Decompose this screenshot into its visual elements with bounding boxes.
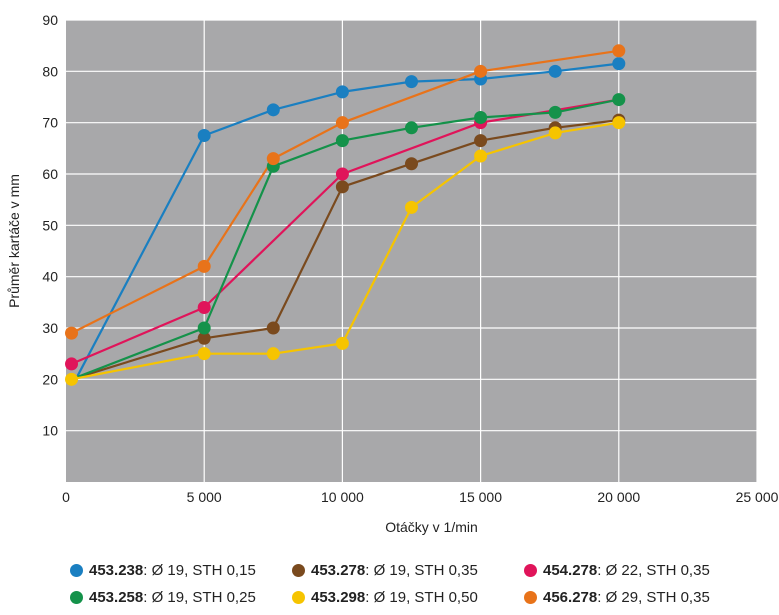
- y-tick-label: 40: [42, 269, 58, 285]
- y-tick-label: 50: [42, 217, 58, 233]
- data-point: [548, 64, 562, 78]
- series-line: [71, 98, 620, 381]
- data-point: [266, 152, 280, 166]
- data-point: [65, 326, 79, 340]
- data-point: [405, 75, 418, 89]
- data-point: [548, 126, 562, 140]
- y-tick-label: 80: [42, 63, 58, 79]
- data-point: [266, 103, 280, 117]
- data-point: [474, 149, 488, 163]
- data-point: [335, 336, 349, 350]
- data-point: [197, 129, 211, 142]
- data-point: [405, 121, 418, 135]
- legend-marker: [292, 564, 305, 577]
- legend-item: 453.278: Ø 19, STH 0,35: [292, 562, 524, 579]
- y-tick-label: 90: [42, 12, 58, 28]
- legend-desc: : Ø 22, STH 0,35: [597, 562, 710, 579]
- data-point: [405, 200, 418, 214]
- data-point: [65, 357, 79, 371]
- legend-code: 453.298: [311, 589, 366, 606]
- data-point: [197, 347, 211, 361]
- legend-desc: : Ø 19, STH 0,35: [365, 562, 478, 579]
- data-point: [612, 44, 626, 58]
- legend-marker: [292, 591, 305, 604]
- series-line: [71, 121, 619, 381]
- data-point: [474, 64, 488, 78]
- legend-desc: : Ø 19, STH 0,50: [365, 589, 478, 606]
- data-point: [197, 259, 211, 273]
- legend: 453.238: Ø 19, STH 0,15 453.278: Ø 19, ST…: [70, 562, 770, 606]
- data-point: [335, 180, 349, 194]
- legend-item: 453.298: Ø 19, STH 0,50: [292, 589, 524, 606]
- plot-area: [66, 20, 757, 482]
- legend-desc: : Ø 19, STH 0,25: [143, 589, 256, 606]
- legend-code: 453.278: [311, 562, 366, 579]
- x-tick-label: 5 000: [187, 489, 222, 505]
- y-axis-ticks: 10 20 30 40 50 60 70 80 90: [42, 12, 58, 439]
- data-point: [612, 57, 626, 71]
- legend-item: 454.278: Ø 22, STH 0,35: [524, 562, 770, 579]
- data-point: [335, 116, 349, 130]
- x-tick-label: 20 000: [597, 489, 640, 505]
- data-point: [266, 347, 280, 361]
- y-tick-label: 60: [42, 166, 58, 182]
- y-axis-title: Průměr kartáče v mm: [6, 174, 22, 308]
- legend-marker: [70, 564, 83, 577]
- legend-marker: [70, 591, 83, 604]
- x-tick-label: 15 000: [459, 489, 502, 505]
- data-point: [335, 134, 349, 148]
- data-point: [197, 321, 211, 335]
- series-line: [71, 119, 619, 381]
- x-tick-label: 0: [62, 489, 70, 505]
- legend-marker: [524, 591, 537, 604]
- data-point: [612, 93, 626, 107]
- series-markers: [65, 44, 626, 386]
- legend-item: 453.258: Ø 19, STH 0,25: [70, 589, 292, 606]
- data-point: [335, 85, 349, 99]
- series-line: [76, 62, 619, 378]
- y-tick-label: 30: [42, 320, 58, 336]
- data-point: [548, 105, 562, 119]
- x-tick-label: 25 000: [736, 489, 779, 505]
- legend-code: 454.278: [543, 562, 598, 579]
- x-axis-title: Otáčky v 1/min: [385, 519, 478, 535]
- legend-item: 456.278: Ø 29, STH 0,35: [524, 589, 770, 606]
- legend-desc: : Ø 29, STH 0,35: [597, 589, 710, 606]
- legend-code: 453.238: [89, 562, 144, 579]
- data-point: [266, 321, 280, 335]
- data-point: [65, 372, 79, 386]
- legend-item: 453.238: Ø 19, STH 0,15: [70, 562, 292, 579]
- data-point: [474, 111, 488, 125]
- y-tick-label: 10: [42, 423, 58, 439]
- legend-code: 453.258: [89, 589, 144, 606]
- data-point: [612, 116, 626, 130]
- x-axis-ticks: 0 5 000 10 000 15 000 20 000 25 000: [62, 489, 779, 505]
- grid-lines: [66, 19, 758, 482]
- y-tick-label: 70: [42, 115, 58, 131]
- legend-code: 456.278: [543, 589, 598, 606]
- x-tick-label: 10 000: [321, 489, 364, 505]
- data-point: [197, 331, 211, 345]
- series-line: [71, 49, 619, 335]
- legend-marker: [524, 564, 537, 577]
- data-point: [474, 134, 488, 148]
- data-point: [335, 167, 349, 181]
- legend-desc: : Ø 19, STH 0,15: [143, 562, 256, 579]
- line-chart: 0 5 000 10 000 15 000 20 000 25 000 10 20 30 40 5…: [6, 12, 779, 535]
- y-tick-label: 20: [42, 371, 58, 387]
- data-point: [405, 157, 418, 171]
- data-point: [197, 300, 211, 314]
